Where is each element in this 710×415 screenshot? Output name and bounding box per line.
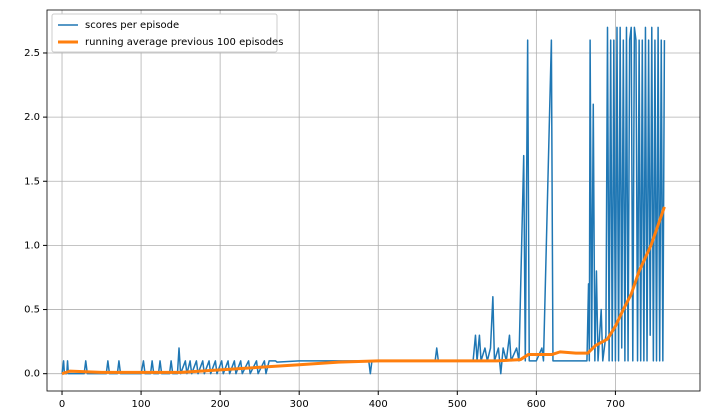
plot-frame	[46, 9, 701, 392]
y-tick-label: 2.0	[24, 112, 40, 123]
y-tick-label: 0.5	[24, 305, 40, 316]
x-tick-label: 400	[369, 399, 388, 410]
legend-box	[51, 13, 278, 53]
legend-label: running average previous 100 episodes	[85, 37, 283, 48]
y-tick-label: 2.5	[24, 48, 40, 59]
y-tick-label: 1.0	[24, 240, 40, 251]
x-tick-label: 300	[290, 399, 309, 410]
x-tick-label: 0	[59, 399, 65, 410]
legend-label: scores per episode	[85, 20, 179, 31]
y-tick-label: 1.5	[24, 176, 40, 187]
series-line	[61, 206, 666, 376]
x-tick-label: 100	[132, 399, 151, 410]
x-tick-label: 500	[448, 399, 467, 410]
x-tick-label: 200	[211, 399, 230, 410]
x-tick-label: 600	[527, 399, 546, 410]
y-tick-label: 0.0	[24, 369, 40, 380]
x-tick-label: 700	[606, 399, 625, 410]
